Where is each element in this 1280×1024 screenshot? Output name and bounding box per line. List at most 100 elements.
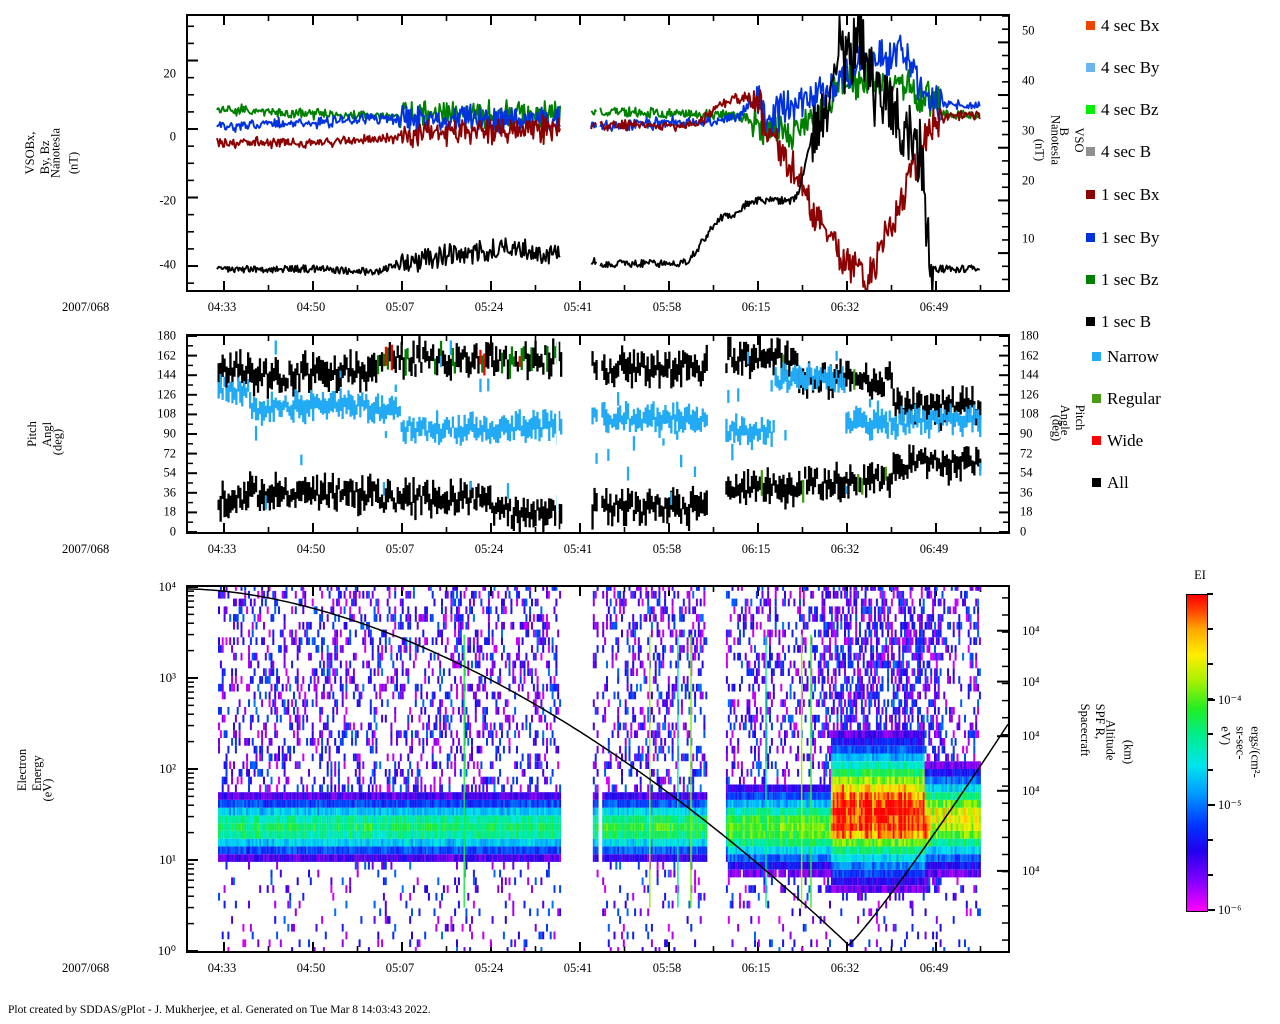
legend-item-1-sec-b[interactable]: 1 sec B <box>1086 312 1151 330</box>
mag-ytick-0: 0 <box>169 129 176 144</box>
time-tick-0615: 06:15 <box>741 542 771 556</box>
cb-minor-tick <box>1207 873 1213 876</box>
footer-credit: Plot created by SDDAS/gPlot - J. Mukherj… <box>8 1004 431 1016</box>
pitch-rytick-54: 54 <box>1020 465 1033 480</box>
pitch-ytick-18: 18 <box>163 504 177 519</box>
time-tick-0433: 04:33 <box>207 542 237 556</box>
pitch-rytick-90: 90 <box>1020 426 1033 441</box>
legend-item-1-sec-by[interactable]: 1 sec By <box>1086 228 1160 246</box>
legend-label: 4 sec By <box>1101 57 1160 77</box>
pitch-rytick-0: 0 <box>1020 524 1027 539</box>
legend-label: Wide <box>1107 430 1144 450</box>
pitch-rytick-36: 36 <box>1020 485 1033 500</box>
pitch-rytick-144: 144 <box>1020 367 1039 382</box>
pitch-angle-plot <box>188 336 1008 532</box>
legend-label: 4 sec B <box>1101 141 1152 161</box>
legend-swatch-icon <box>1086 20 1095 30</box>
time-tick-0632: 06:32 <box>830 300 860 314</box>
spec-rytick-0: 10⁴ <box>1022 622 1040 638</box>
legend-item-all[interactable]: All <box>1092 473 1129 491</box>
spec-ytick-3: 10¹ <box>159 852 176 867</box>
time-tick-0649: 06:49 <box>919 300 949 314</box>
colorbar-gradient <box>1186 594 1208 912</box>
pitch-ytick-90: 90 <box>163 426 177 441</box>
mag-ytick-m40: -40 <box>159 257 176 272</box>
magnetic-field-plot <box>188 16 1008 290</box>
legend-swatch-icon <box>1092 477 1101 487</box>
spec-ytick-1: 10³ <box>159 670 176 685</box>
pitch-ytick-72: 72 <box>163 446 177 461</box>
spec-rytick-3: 10⁴ <box>1022 782 1040 798</box>
time-tick-0450: 04:50 <box>296 961 326 975</box>
legend-item-4-sec-bz[interactable]: 4 sec Bz <box>1086 100 1159 118</box>
legend-item-1-sec-bx[interactable]: 1 sec Bx <box>1086 185 1160 203</box>
legend-label: 1 sec By <box>1101 227 1160 247</box>
legend-item-1-sec-bz[interactable]: 1 sec Bz <box>1086 270 1159 288</box>
time-tick-0433: 04:33 <box>207 961 237 975</box>
time-tick-0558: 05:58 <box>652 542 682 556</box>
legend-swatch-icon <box>1092 393 1101 403</box>
spec-ytick-4: 10⁰ <box>157 943 176 958</box>
mag-ytick-m20: -20 <box>159 193 176 208</box>
time-tick-0615: 06:15 <box>741 961 771 975</box>
pitch-ytick-162: 162 <box>157 348 176 363</box>
cb-minor-tick <box>1207 838 1213 841</box>
pitch-ytick-0: 0 <box>169 524 176 539</box>
spec-ytick-2: 10² <box>159 761 176 776</box>
spec-rytick-2: 10⁴ <box>1022 728 1040 744</box>
cb-minor-tick <box>1207 698 1213 701</box>
legend-item-4-sec-bx[interactable]: 4 sec Bx <box>1086 16 1160 34</box>
date-label-panel3: 2007/068 <box>62 961 110 975</box>
mag-rytick-50: 50 <box>1022 23 1035 38</box>
legend-swatch-icon <box>1086 189 1095 199</box>
legend-item-4-sec-by[interactable]: 4 sec By <box>1086 58 1160 76</box>
time-tick-0649: 06:49 <box>919 542 949 556</box>
legend-item-narrow[interactable]: Narrow <box>1092 347 1159 365</box>
mag-ylabel-left-l2: Nanotesla <box>48 128 63 178</box>
time-tick-0450: 04:50 <box>296 300 326 314</box>
spec-ylabel-right-l3: (km) <box>1121 739 1136 765</box>
time-tick-0649: 06:49 <box>919 961 949 975</box>
pitch-ytick-54: 54 <box>163 465 177 480</box>
time-tick-0558: 05:58 <box>652 961 682 975</box>
spec-ytick-0: 10⁴ <box>158 579 176 594</box>
cb-tick-1e-5: 10⁻⁵ <box>1218 798 1242 813</box>
time-tick-0433: 04:33 <box>207 300 237 314</box>
mag-rytick-40: 40 <box>1022 73 1035 88</box>
legend-label: 1 sec Bz <box>1101 269 1159 289</box>
spec-ylabel-right-l2: Altitude <box>1103 719 1118 761</box>
electron-spectrogram-plot <box>188 587 1008 951</box>
pitch-ytick-180: 180 <box>157 328 176 343</box>
pitch-rytick-180: 180 <box>1020 328 1039 343</box>
pitch-rytick-126: 126 <box>1020 387 1039 402</box>
mag-rytick-30: 30 <box>1022 123 1035 138</box>
legend-swatch-icon <box>1092 435 1101 445</box>
time-tick-0558: 05:58 <box>652 300 682 314</box>
mag-ylabel-right-l3: (nT) <box>1032 138 1047 162</box>
legend-label: All <box>1107 472 1129 492</box>
legend-swatch-icon <box>1086 62 1095 72</box>
date-label-panel2: 2007/068 <box>62 542 110 556</box>
time-tick-0507: 05:07 <box>385 300 415 314</box>
legend-swatch-icon <box>1086 146 1095 156</box>
mag-ylabel-left-l3: (nT) <box>66 151 81 175</box>
legend-swatch-icon <box>1092 351 1101 361</box>
cb-minor-tick <box>1207 593 1213 595</box>
legend-item-4-sec-b[interactable]: 4 sec B <box>1086 142 1151 160</box>
pitch-ytick-126: 126 <box>157 387 176 402</box>
time-tick-0541: 05:41 <box>563 300 593 314</box>
pitch-ytick-108: 108 <box>157 406 176 421</box>
pitch-ytick-36: 36 <box>163 485 177 500</box>
legend-item-wide[interactable]: Wide <box>1092 431 1143 449</box>
legend-label: 1 sec Bx <box>1101 184 1160 204</box>
legend: 4 sec Bx 4 sec By 4 sec Bz 4 sec B 1 sec Bx 1… <box>1078 8 1278 491</box>
legend-label: Regular <box>1107 388 1161 408</box>
cb-minor-tick <box>1207 628 1213 631</box>
cb-minor-tick <box>1207 663 1213 666</box>
time-tick-0507: 05:07 <box>385 961 415 975</box>
time-tick-0524: 05:24 <box>474 300 504 314</box>
legend-item-regular[interactable]: Regular <box>1092 389 1161 407</box>
spec-rytick-1: 10⁴ <box>1022 673 1040 689</box>
cb-minor-tick <box>1207 733 1213 736</box>
